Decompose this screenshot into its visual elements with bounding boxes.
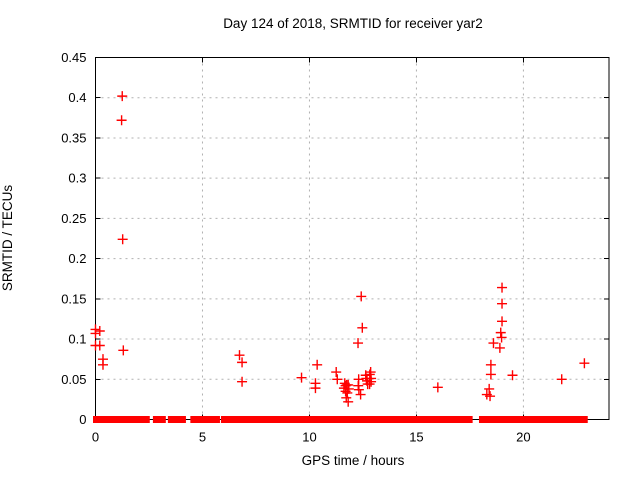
data-point bbox=[312, 359, 323, 370]
zero-band-segment bbox=[220, 416, 277, 423]
y-tick-label: 0.15 bbox=[61, 291, 86, 306]
zero-band-segment bbox=[205, 416, 220, 423]
data-point bbox=[90, 328, 101, 339]
x-tick-label: 20 bbox=[516, 430, 530, 445]
data-point bbox=[485, 369, 496, 380]
x-tick-label: 0 bbox=[92, 430, 99, 445]
data-point bbox=[497, 298, 508, 309]
zero-band-segment bbox=[167, 416, 186, 423]
data-point bbox=[497, 282, 508, 293]
zero-band-segment bbox=[478, 416, 491, 423]
data-point bbox=[97, 359, 108, 370]
data-point bbox=[94, 340, 105, 351]
data-point bbox=[485, 359, 496, 370]
data-point bbox=[432, 382, 443, 393]
data-point bbox=[237, 376, 248, 387]
zero-band-segment bbox=[152, 416, 166, 423]
data-point bbox=[117, 91, 128, 102]
data-point bbox=[357, 322, 368, 333]
y-tick-label: 0.2 bbox=[68, 251, 86, 266]
zero-band-segment bbox=[488, 416, 498, 423]
data-point bbox=[353, 338, 364, 349]
chart-title: Day 124 of 2018, SRMTID for receiver yar… bbox=[223, 16, 483, 31]
data-point bbox=[356, 291, 367, 302]
data-point bbox=[488, 338, 499, 349]
zero-band-segment bbox=[93, 416, 150, 423]
data-point bbox=[296, 372, 307, 383]
data-point bbox=[496, 332, 507, 343]
data-point bbox=[343, 396, 354, 407]
data-point bbox=[556, 374, 567, 385]
y-tick-label: 0.3 bbox=[68, 171, 86, 186]
y-tick-label: 0.4 bbox=[68, 90, 86, 105]
data-point bbox=[355, 389, 366, 400]
data-point bbox=[331, 367, 342, 378]
data-point bbox=[484, 383, 495, 394]
data-point bbox=[364, 379, 375, 390]
zero-band-segment bbox=[398, 416, 456, 423]
zero-band-segment bbox=[493, 416, 505, 423]
zero-band-segment bbox=[501, 416, 533, 423]
y-tick-label: 0.1 bbox=[68, 332, 86, 347]
data-point bbox=[342, 387, 353, 398]
data-point bbox=[237, 357, 248, 368]
data-point bbox=[366, 376, 377, 387]
y-tick-label: 0.35 bbox=[61, 130, 86, 145]
data-point bbox=[310, 383, 321, 394]
data-point bbox=[497, 316, 508, 327]
y-tick-label: 0 bbox=[79, 412, 86, 427]
data-point bbox=[507, 370, 518, 381]
zero-band-segment bbox=[454, 416, 462, 423]
zero-band-segment bbox=[348, 416, 401, 423]
zero-band-segment bbox=[531, 416, 562, 423]
x-tick-label: 10 bbox=[302, 430, 316, 445]
zero-band-segment bbox=[190, 416, 197, 423]
data-point bbox=[94, 326, 105, 337]
data-point bbox=[234, 350, 245, 361]
x-tick-label: 15 bbox=[409, 430, 423, 445]
data-point bbox=[495, 327, 506, 338]
x-axis-label: GPS time / hours bbox=[301, 453, 405, 468]
data-point bbox=[353, 384, 364, 395]
data-point bbox=[118, 345, 129, 356]
data-point bbox=[485, 391, 496, 402]
zero-band-segment bbox=[465, 416, 473, 423]
zero-band-segment bbox=[195, 416, 208, 423]
data-point bbox=[117, 234, 128, 245]
data-point bbox=[116, 115, 127, 126]
data-point bbox=[332, 374, 343, 385]
zero-band-segment bbox=[560, 416, 588, 423]
y-tick-label: 0.05 bbox=[61, 372, 86, 387]
y-tick-label: 0.25 bbox=[61, 211, 86, 226]
data-point bbox=[494, 342, 505, 353]
plot-border bbox=[95, 57, 610, 420]
zero-band-segment bbox=[459, 416, 467, 423]
y-tick-label: 0.45 bbox=[61, 50, 86, 65]
data-point bbox=[579, 358, 590, 369]
x-tick-label: 5 bbox=[199, 430, 206, 445]
zero-band-segment bbox=[275, 416, 352, 423]
